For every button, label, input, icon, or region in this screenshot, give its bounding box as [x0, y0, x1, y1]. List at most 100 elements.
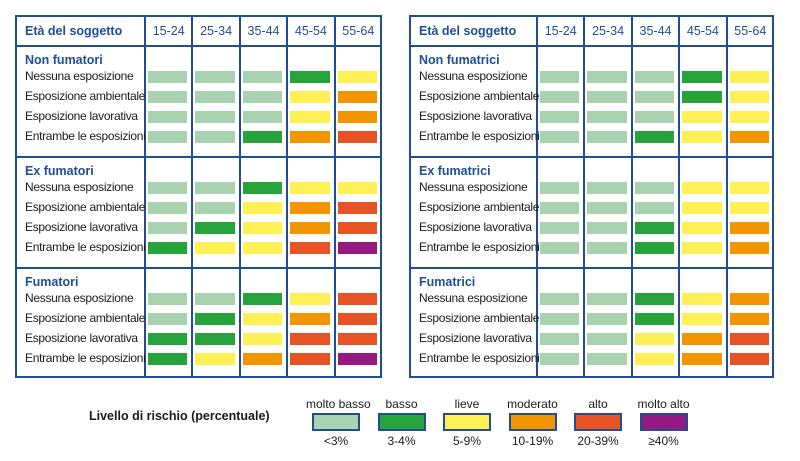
row-label: Entrambe le esposizioni [419, 129, 540, 143]
risk-cell-lieve [290, 182, 330, 194]
row-label: Esposizione lavorativa [25, 220, 138, 234]
row-label: Entrambe le esposizioni [419, 351, 540, 365]
legend-swatch [574, 413, 622, 431]
row-label: Esposizione ambientale [25, 89, 146, 103]
header-label: Età del soggetto [419, 24, 517, 38]
risk-cell-basso [148, 333, 188, 345]
risk-cell-alto [290, 353, 330, 365]
header-row: Età del soggetto 15-24 25-34 35-44 45-54 55-6… [17, 17, 380, 47]
age-group-label: 35-44 [639, 24, 672, 38]
row-label: Nessuna esposizione [419, 180, 528, 194]
section-title: Fumatrici [419, 275, 476, 289]
age-group-label: 35-44 [247, 24, 280, 38]
risk-cell-alto [729, 333, 769, 345]
risk-cell-molto-basso [634, 91, 675, 103]
risk-cell-lieve [682, 202, 722, 214]
risk-cell-basso [634, 313, 675, 325]
risk-cell-lieve [242, 313, 283, 325]
risk-cell-lieve [682, 131, 722, 143]
risk-cell-moderato [729, 313, 769, 325]
risk-cell-lieve [242, 222, 283, 234]
risk-cell-lieve [290, 293, 330, 305]
risk-cell-lieve [195, 242, 235, 254]
legend-label: molto alto [637, 397, 690, 411]
column-divider [144, 17, 146, 376]
row-label: Esposizione ambientale [419, 311, 540, 325]
risk-cell-moderato [290, 313, 330, 325]
row-label: Nessuna esposizione [25, 291, 134, 305]
risk-cell-moderato [337, 111, 377, 123]
risk-table-men: Età del soggetto 15-24 25-34 35-44 45-54 55-6… [15, 15, 382, 378]
age-group-label: 15-24 [152, 24, 185, 38]
risk-cell-alto [337, 222, 377, 234]
legend-swatch [508, 413, 557, 431]
risk-cell-molto-alto [337, 353, 377, 365]
risk-cell-lieve [729, 91, 769, 103]
risk-cell-moderato [337, 91, 377, 103]
risk-cell-molto-basso [587, 131, 627, 143]
risk-cell-molto-basso [148, 111, 188, 123]
risk-cell-lieve [682, 111, 722, 123]
row-label: Nessuna esposizione [25, 69, 134, 83]
risk-cell-molto-basso [587, 111, 627, 123]
risk-cell-lieve [290, 111, 330, 123]
risk-cell-alto [337, 333, 377, 345]
header-label: Età del soggetto [25, 24, 123, 38]
legend-item-basso: basso 3-4% [372, 397, 432, 448]
row-label: Esposizione lavorativa [419, 220, 532, 234]
risk-cell-molto-basso [587, 222, 627, 234]
risk-cell-molto-basso [587, 182, 627, 194]
risk-cell-lieve [729, 111, 769, 123]
row-label: Esposizione lavorativa [25, 331, 138, 345]
risk-cell-lieve [337, 71, 377, 83]
section-ex-fumatrici: Ex fumatrici Nessuna esposizione Esposizio… [411, 158, 772, 269]
risk-cell-basso [634, 131, 675, 143]
row-label: Esposizione lavorativa [419, 109, 532, 123]
risk-cell-molto-basso [242, 91, 283, 103]
risk-cell-basso [242, 131, 283, 143]
legend-label: alto [588, 397, 608, 411]
risk-cell-molto-basso [540, 71, 580, 83]
risk-cell-lieve [242, 242, 283, 254]
legend-swatch [377, 413, 426, 431]
legend-range: 5-9% [452, 434, 481, 448]
legend-item-moderato: moderato 10-19% [503, 397, 563, 448]
legend-label: basso [385, 397, 418, 411]
risk-cell-molto-basso [587, 91, 627, 103]
risk-cell-lieve [682, 182, 722, 194]
risk-cell-alto [337, 313, 377, 325]
legend-swatch [443, 413, 491, 431]
age-group-label: 45-54 [686, 24, 719, 38]
row-label: Entrambe le esposizioni [25, 351, 146, 365]
risk-cell-basso [682, 71, 722, 83]
risk-cell-molto-basso [587, 333, 627, 345]
risk-cell-lieve [682, 313, 722, 325]
legend-swatch [312, 413, 360, 431]
legend-item-alto: alto 20-39% [568, 397, 628, 448]
column-divider [630, 17, 633, 376]
legend-range: 20-39% [577, 434, 619, 448]
row-label: Esposizione lavorativa [419, 331, 532, 345]
risk-cell-basso [195, 313, 235, 325]
risk-cell-molto-basso [148, 182, 188, 194]
legend-label: moderato [507, 397, 558, 411]
risk-cell-molto-basso [540, 242, 580, 254]
risk-cell-molto-basso [540, 293, 580, 305]
risk-cell-molto-basso [195, 111, 235, 123]
risk-cell-molto-basso [634, 111, 675, 123]
risk-cell-moderato [290, 222, 330, 234]
section-title: Non fumatrici [419, 53, 500, 67]
risk-cell-alto [337, 293, 377, 305]
risk-cell-molto-basso [148, 293, 188, 305]
risk-cell-basso [290, 71, 330, 83]
risk-cell-basso [634, 293, 675, 305]
risk-cell-lieve [682, 222, 722, 234]
risk-cell-molto-basso [242, 71, 283, 83]
risk-cell-molto-basso [148, 313, 188, 325]
risk-cell-alto [290, 333, 330, 345]
column-divider [725, 17, 728, 376]
risk-cell-molto-basso [195, 202, 235, 214]
legend-title: Livello di rischio (percentuale) [89, 409, 270, 423]
row-label: Entrambe le esposizioni [25, 129, 146, 143]
age-group-label: 15-24 [544, 24, 577, 38]
